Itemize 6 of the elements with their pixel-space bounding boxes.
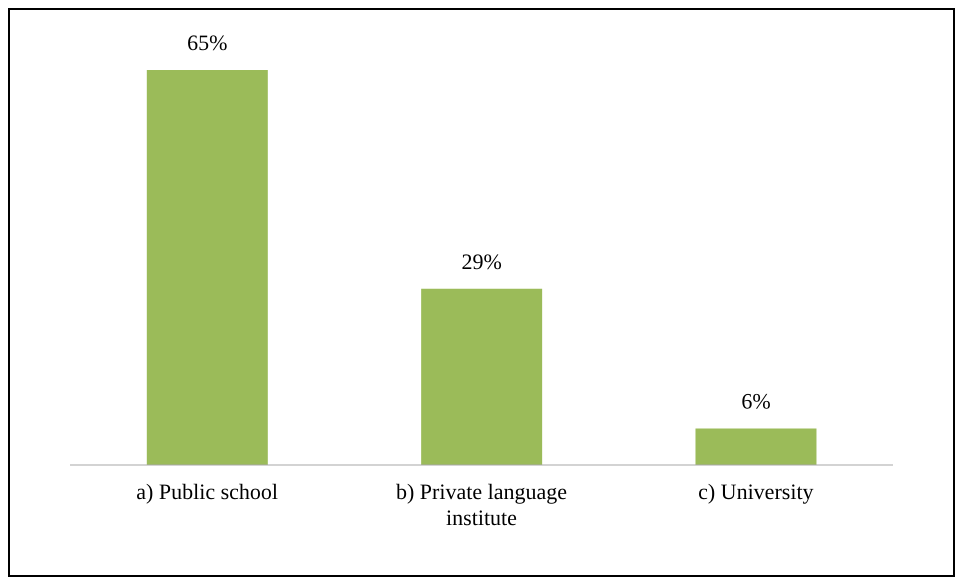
x-tick-label: c) University: [698, 479, 814, 504]
data-label: 65%: [187, 30, 228, 55]
x-tick-label: a) Public school: [136, 479, 278, 504]
x-tick-label: b) Private language institute: [396, 479, 568, 530]
data-label: 6%: [741, 388, 771, 414]
data-label: 29%: [461, 248, 502, 274]
